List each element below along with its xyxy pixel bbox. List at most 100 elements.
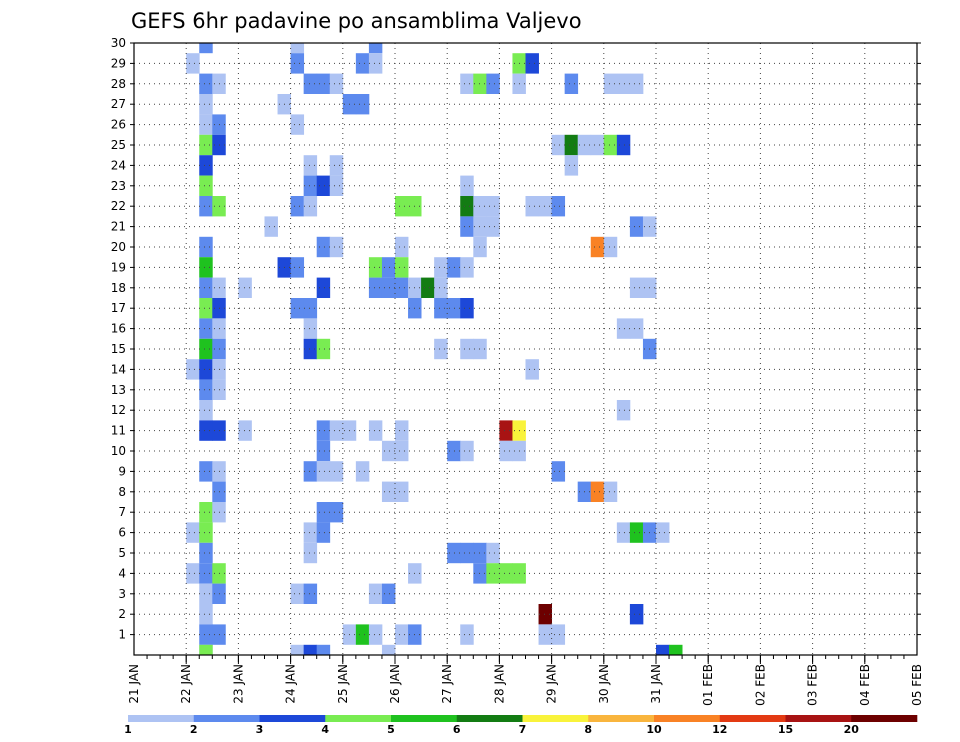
x-tick-label: 27 JAN	[440, 664, 454, 704]
heatmap-cell	[590, 134, 605, 156]
heatmap-cell	[616, 73, 631, 94]
heatmap-cell	[629, 522, 644, 543]
y-tick-label: 25	[111, 138, 126, 152]
legend-swatch	[522, 715, 589, 722]
y-tick-label: 21	[111, 220, 126, 234]
heatmap-cell	[434, 277, 448, 298]
y-tick-label: 8	[118, 485, 126, 499]
x-tick-label: 22 JAN	[179, 664, 193, 704]
heatmap-cell	[316, 440, 331, 462]
heatmap-cell	[381, 440, 396, 462]
heatmap-cell	[551, 461, 566, 482]
heatmap-cell	[199, 400, 213, 421]
heatmap-cell	[290, 43, 305, 54]
heatmap-cell	[199, 522, 213, 543]
legend-label: 4	[321, 723, 329, 736]
heatmap-cell	[264, 216, 278, 237]
heatmap-cells	[186, 43, 683, 655]
x-tick-label: 26 JAN	[388, 664, 402, 704]
legend-label: 10	[646, 723, 662, 736]
heatmap-cell	[199, 604, 213, 625]
heatmap-cell	[199, 379, 213, 400]
x-tick-label: 05 FEB	[910, 664, 924, 706]
heatmap-cell	[199, 542, 213, 564]
legend-swatch	[654, 715, 721, 722]
heatmap-cell	[590, 481, 605, 502]
y-tick-label: 3	[118, 587, 126, 601]
legend-swatch	[588, 715, 655, 722]
y-tick-label: 18	[111, 281, 126, 295]
legend-label: 12	[712, 723, 727, 736]
y-tick-label: 19	[111, 260, 126, 274]
x-tick-label: 04 FEB	[858, 664, 872, 706]
legend-label: 7	[519, 723, 527, 736]
legend-swatch	[259, 715, 326, 722]
heatmap-cell	[329, 502, 344, 523]
legend-label: 8	[584, 723, 592, 736]
heatmap-cell	[238, 420, 252, 441]
heatmap-cell	[473, 73, 487, 94]
heatmap-cell	[447, 542, 461, 564]
heatmap-cell	[460, 196, 474, 217]
y-tick-label: 27	[111, 97, 126, 111]
heatmap-cell	[199, 236, 213, 258]
y-tick-label: 13	[111, 383, 126, 397]
heatmap-cell	[616, 400, 631, 421]
heatmap-cell	[199, 196, 213, 217]
x-tick-label: 23 JAN	[231, 664, 245, 704]
heatmap-cell	[199, 583, 213, 604]
heatmap-cell	[629, 318, 644, 339]
y-tick-label: 11	[111, 424, 126, 438]
heatmap-cell	[186, 522, 200, 543]
heatmap-cell	[303, 461, 318, 482]
heatmap-cell	[199, 563, 213, 584]
x-tick-label: 31 JAN	[649, 664, 663, 704]
x-tick-label: 24 JAN	[284, 664, 298, 704]
heatmap-cell	[329, 236, 344, 258]
heatmap-cell	[460, 298, 474, 319]
heatmap-cell	[629, 216, 644, 237]
y-tick-label: 1	[118, 628, 126, 642]
heatmap-cell	[199, 318, 213, 339]
heatmap-cell	[381, 481, 396, 502]
heatmap-cell	[616, 134, 631, 156]
heatmap-cell	[199, 461, 213, 482]
heatmap-cell	[290, 114, 305, 135]
legend-label: 20	[844, 723, 860, 736]
legend-label: 15	[778, 723, 793, 736]
heatmap-cell	[551, 624, 566, 645]
heatmap-cell	[199, 257, 213, 278]
heatmap-cell	[381, 277, 396, 298]
heatmap-cell	[499, 420, 513, 441]
heatmap-cell	[199, 277, 213, 298]
heatmap-cell	[186, 53, 200, 74]
heatmap-cell	[486, 73, 500, 94]
heatmap-cell	[395, 257, 409, 278]
heatmap-cell	[381, 644, 396, 655]
heatmap-cell	[434, 257, 448, 278]
heatmap-cell	[199, 175, 213, 196]
heatmap-cell	[538, 604, 552, 625]
heatmap-cell	[199, 134, 213, 156]
heatmap-cell	[629, 604, 644, 625]
heatmap-cell	[395, 481, 409, 502]
y-tick-label: 5	[118, 546, 126, 560]
heatmap-cell	[316, 461, 331, 482]
y-tick-label: 24	[111, 158, 126, 172]
heatmap-cell	[395, 236, 409, 258]
heatmap-cell	[316, 522, 331, 543]
heatmap-cell	[447, 257, 461, 278]
y-tick-label: 7	[118, 505, 126, 519]
heatmap-cell	[199, 420, 213, 441]
heatmap-cell	[368, 420, 383, 441]
heatmap-cell	[564, 134, 579, 156]
heatmap-cell	[460, 257, 474, 278]
heatmap-cell	[368, 53, 383, 74]
x-tick-label: 21 JAN	[127, 664, 141, 704]
heatmap-cell	[381, 583, 396, 604]
heatmap-cell	[473, 196, 487, 217]
heatmap-cell	[199, 43, 213, 54]
heatmap-cell	[460, 73, 474, 94]
heatmap-cell	[381, 257, 396, 278]
